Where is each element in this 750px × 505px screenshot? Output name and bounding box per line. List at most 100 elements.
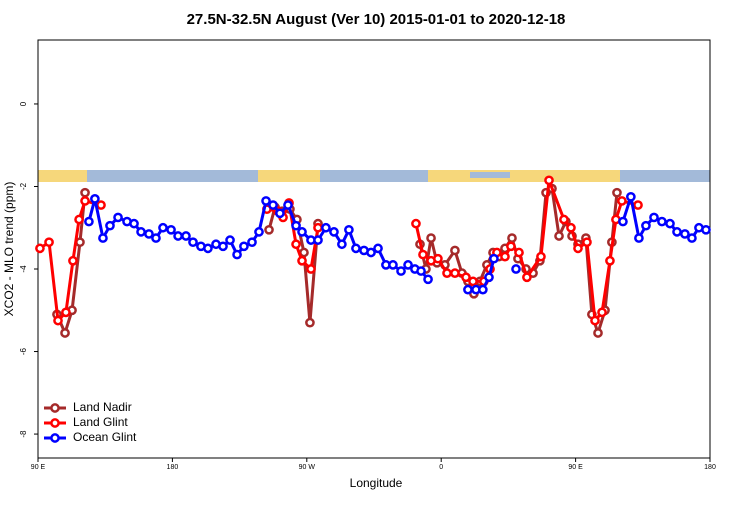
data-point [297, 227, 307, 237]
data-point [261, 196, 271, 206]
data-point [98, 233, 108, 243]
data-point [468, 276, 478, 287]
data-point [461, 272, 471, 283]
land-strip [38, 170, 87, 182]
data-point [321, 222, 331, 233]
data-point [411, 218, 421, 229]
data-point [649, 212, 659, 223]
data-point [522, 272, 532, 283]
data-point [61, 307, 71, 318]
data-point [166, 224, 176, 235]
data-point [403, 260, 413, 270]
data-point [291, 220, 301, 231]
data-point [264, 224, 274, 235]
data-point [80, 196, 90, 206]
data-point [665, 218, 675, 229]
data-point [641, 220, 651, 231]
data-point [489, 253, 499, 264]
data-point [90, 194, 100, 204]
data-point [313, 222, 323, 233]
data-point [268, 200, 278, 210]
x-tick-label: 0 [439, 464, 443, 471]
data-point [582, 237, 592, 248]
data-point [573, 243, 583, 254]
y-axis-label: XCO2 - MLO trend (ppm) [2, 182, 16, 317]
data-point [239, 241, 249, 252]
data-point [151, 233, 161, 243]
data-point [511, 264, 521, 274]
legend-marker [50, 403, 60, 413]
data-point [366, 247, 376, 258]
data-point [680, 229, 690, 239]
data-point [337, 239, 347, 250]
x-axis-label: Longitude [350, 476, 403, 490]
data-point [144, 229, 154, 239]
data-point [275, 208, 285, 219]
data-point [84, 216, 94, 227]
data-point [113, 212, 123, 223]
series-line [39, 178, 639, 323]
legend-label: Ocean Glint [73, 430, 137, 444]
data-point [597, 307, 607, 318]
data-point [373, 243, 383, 254]
data-point [566, 222, 576, 233]
data-point [672, 227, 682, 237]
data-point [450, 245, 460, 256]
x-tick-label: 90 E [568, 464, 583, 471]
data-point [687, 233, 697, 243]
map-strip [38, 170, 710, 182]
data-point [329, 227, 339, 237]
data-point [626, 191, 636, 202]
data-point [136, 227, 146, 237]
data-point [181, 231, 191, 241]
data-point [388, 260, 398, 270]
y-tick-label: -4 [19, 265, 28, 273]
data-point [53, 315, 63, 326]
land-strip [428, 170, 620, 182]
legend-marker [50, 418, 60, 428]
data-point [80, 187, 90, 198]
x-tick-label: 90 W [299, 464, 316, 471]
data-point [423, 274, 433, 285]
data-point [129, 218, 139, 229]
data-point [590, 315, 600, 326]
data-point [74, 214, 84, 225]
data-point [396, 266, 406, 276]
data-point [544, 175, 554, 186]
data-point [416, 266, 426, 276]
data-point [450, 268, 460, 278]
data-point [559, 214, 569, 225]
data-point [426, 233, 436, 243]
data-point [225, 235, 235, 245]
data-point [247, 237, 257, 248]
x-tick-label: 180 [167, 464, 179, 471]
data-point [35, 243, 45, 254]
legend-label: Land Glint [73, 415, 128, 429]
data-point [633, 200, 643, 210]
data-point [305, 317, 315, 328]
data-point [500, 251, 510, 262]
data-point [297, 255, 307, 266]
data-point [506, 241, 516, 252]
data-point [203, 243, 213, 254]
data-point [351, 243, 361, 254]
data-point [617, 196, 627, 206]
data-point [96, 200, 106, 210]
data-point [605, 255, 615, 266]
data-point [478, 284, 488, 295]
land-strip [258, 170, 320, 182]
data-point [44, 237, 54, 248]
x-tick-label: 90 E [31, 464, 46, 471]
y-tick-label: -2 [19, 182, 28, 190]
data-point [232, 249, 242, 260]
data-point [701, 224, 711, 235]
data-point [218, 241, 228, 252]
y-tick-label: -8 [19, 430, 28, 438]
data-point [593, 328, 603, 338]
data-point [60, 328, 70, 338]
data-point [618, 216, 628, 227]
data-point [514, 247, 524, 258]
data-point [283, 200, 293, 210]
data-point [68, 255, 78, 266]
